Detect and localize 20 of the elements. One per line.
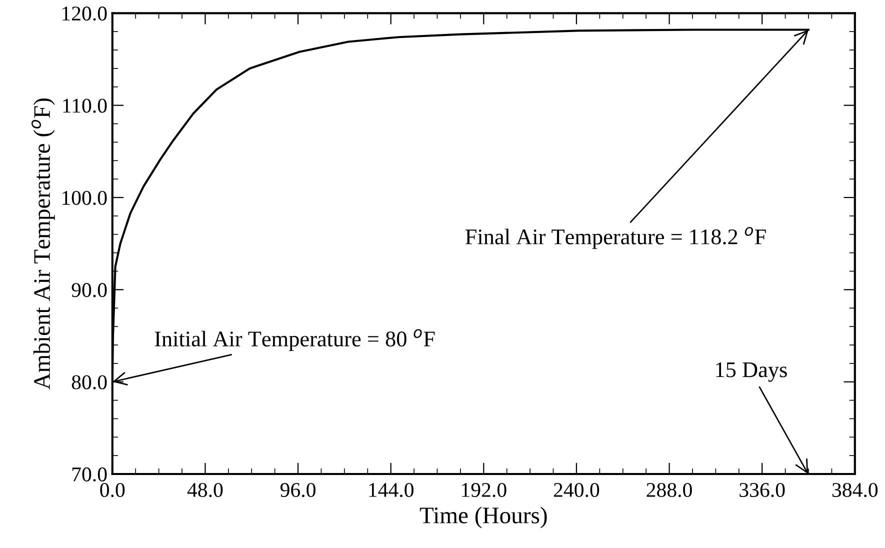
annotation: 15 Days: [716, 362, 787, 382]
x-tick-label: 240.0: [554, 482, 600, 498]
annotation: Final Air Temperature = 118.2 $^{o}$F: [465, 226, 766, 249]
x-tick-label: 0.0: [100, 482, 125, 498]
y-tick-label: 120.0: [62, 6, 107, 21]
y-tick-label: 100.0: [62, 190, 107, 206]
x-tick-label: 288.0: [646, 482, 692, 498]
x-axis-title: Time (Hours): [420, 506, 547, 528]
y-tick-label: 90.0: [72, 283, 107, 298]
annotation: Initial Air Temperature = 80 $^{o}$F: [154, 329, 435, 352]
y-tick-label: 80.0: [72, 375, 107, 390]
x-tick-label: 336.0: [740, 482, 785, 498]
x-tick-label: 384.0: [832, 482, 878, 498]
y-tick-label: 70.0: [72, 467, 107, 482]
x-tick-label: 48.0: [187, 482, 223, 498]
x-tick-label: 96.0: [280, 482, 316, 498]
y-axis-title: Ambient Air Temperature ($^{o}$F): [31, 98, 55, 390]
x-tick-label: 144.0: [369, 482, 414, 498]
y-tick-label: 110.0: [63, 98, 107, 113]
x-tick-label: 192.0: [462, 482, 506, 498]
